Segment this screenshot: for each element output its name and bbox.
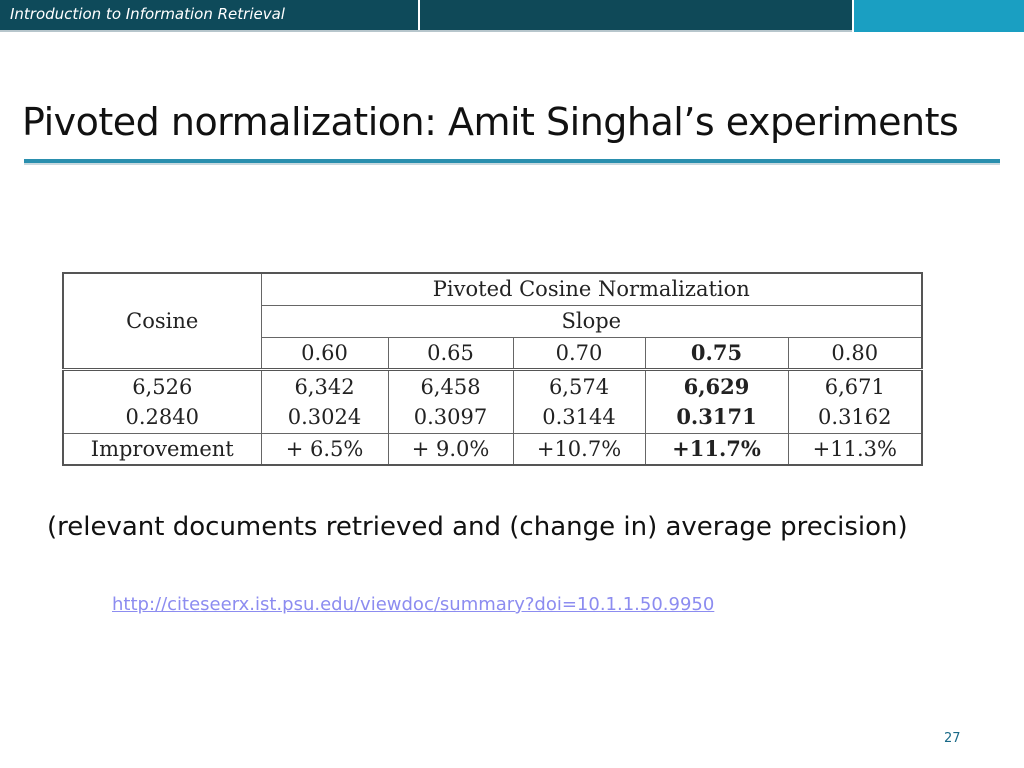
cosine-row-header: Cosine	[62, 272, 262, 370]
slope-header-cell-best: 0.75	[644, 336, 789, 370]
table-caption: (relevant documents retrieved and (chang…	[47, 512, 908, 542]
cosine-avg-precision: 0.2840	[125, 404, 199, 429]
improvement-cell: + 9.0%	[387, 432, 514, 466]
slope-subheader: Slope	[260, 304, 923, 338]
header-bar-accent-segment	[854, 0, 1024, 32]
source-link[interactable]: http://citeseerx.ist.psu.edu/viewdoc/sum…	[112, 594, 715, 615]
avg-precision-value: 0.3024	[287, 404, 362, 429]
header-bar-shadow	[0, 30, 852, 32]
improvement-cell: +10.7%	[512, 432, 646, 466]
improvement-label: Improvement	[62, 432, 262, 466]
value-cell: 6,574 0.3144	[512, 367, 646, 434]
relevant-docs-value: 6,671	[824, 374, 885, 399]
slope-header-cell: 0.80	[787, 336, 923, 370]
slope-header-cell: 0.60	[260, 336, 389, 370]
value-cell-best: 6,629 0.3171	[644, 367, 789, 434]
avg-precision-value: 0.3144	[542, 404, 616, 429]
title-underline	[24, 159, 1000, 165]
cosine-values-cell: 6,526 0.2840	[62, 367, 262, 434]
avg-precision-value: 0.3097	[413, 404, 488, 429]
avg-precision-value: 0.3162	[818, 404, 892, 429]
relevant-docs-value: 6,574	[548, 374, 610, 399]
slope-header-cell: 0.70	[512, 336, 646, 370]
results-table: Cosine Pivoted Cosine Normalization Slop…	[62, 272, 924, 466]
relevant-docs-value: 6,458	[420, 374, 481, 399]
value-cell: 6,671 0.3162	[787, 367, 923, 434]
improvement-cell: + 6.5%	[260, 432, 389, 466]
value-cell: 6,458 0.3097	[387, 367, 514, 434]
avg-precision-value: 0.3171	[676, 403, 757, 429]
improvement-cell: +11.3%	[787, 432, 923, 466]
header-bar-middle-segment	[420, 0, 852, 32]
header-bar-left-segment	[0, 0, 418, 32]
relevant-docs-value: 6,629	[683, 373, 750, 399]
slide-title: Pivoted normalization: Amit Singhal’s ex…	[22, 100, 959, 144]
page-number: 27	[944, 731, 961, 746]
value-cell: 6,342 0.3024	[260, 367, 389, 434]
relevant-docs-value: 6,342	[294, 374, 355, 399]
course-title: Introduction to Information Retrieval	[10, 5, 285, 23]
improvement-cell-best: +11.7%	[644, 432, 789, 466]
pivoted-group-header: Pivoted Cosine Normalization	[260, 272, 923, 306]
cosine-relevant-docs: 6,526	[132, 374, 193, 399]
slope-header-cell: 0.65	[387, 336, 514, 370]
header-bar: Introduction to Information Retrieval	[0, 0, 1024, 32]
